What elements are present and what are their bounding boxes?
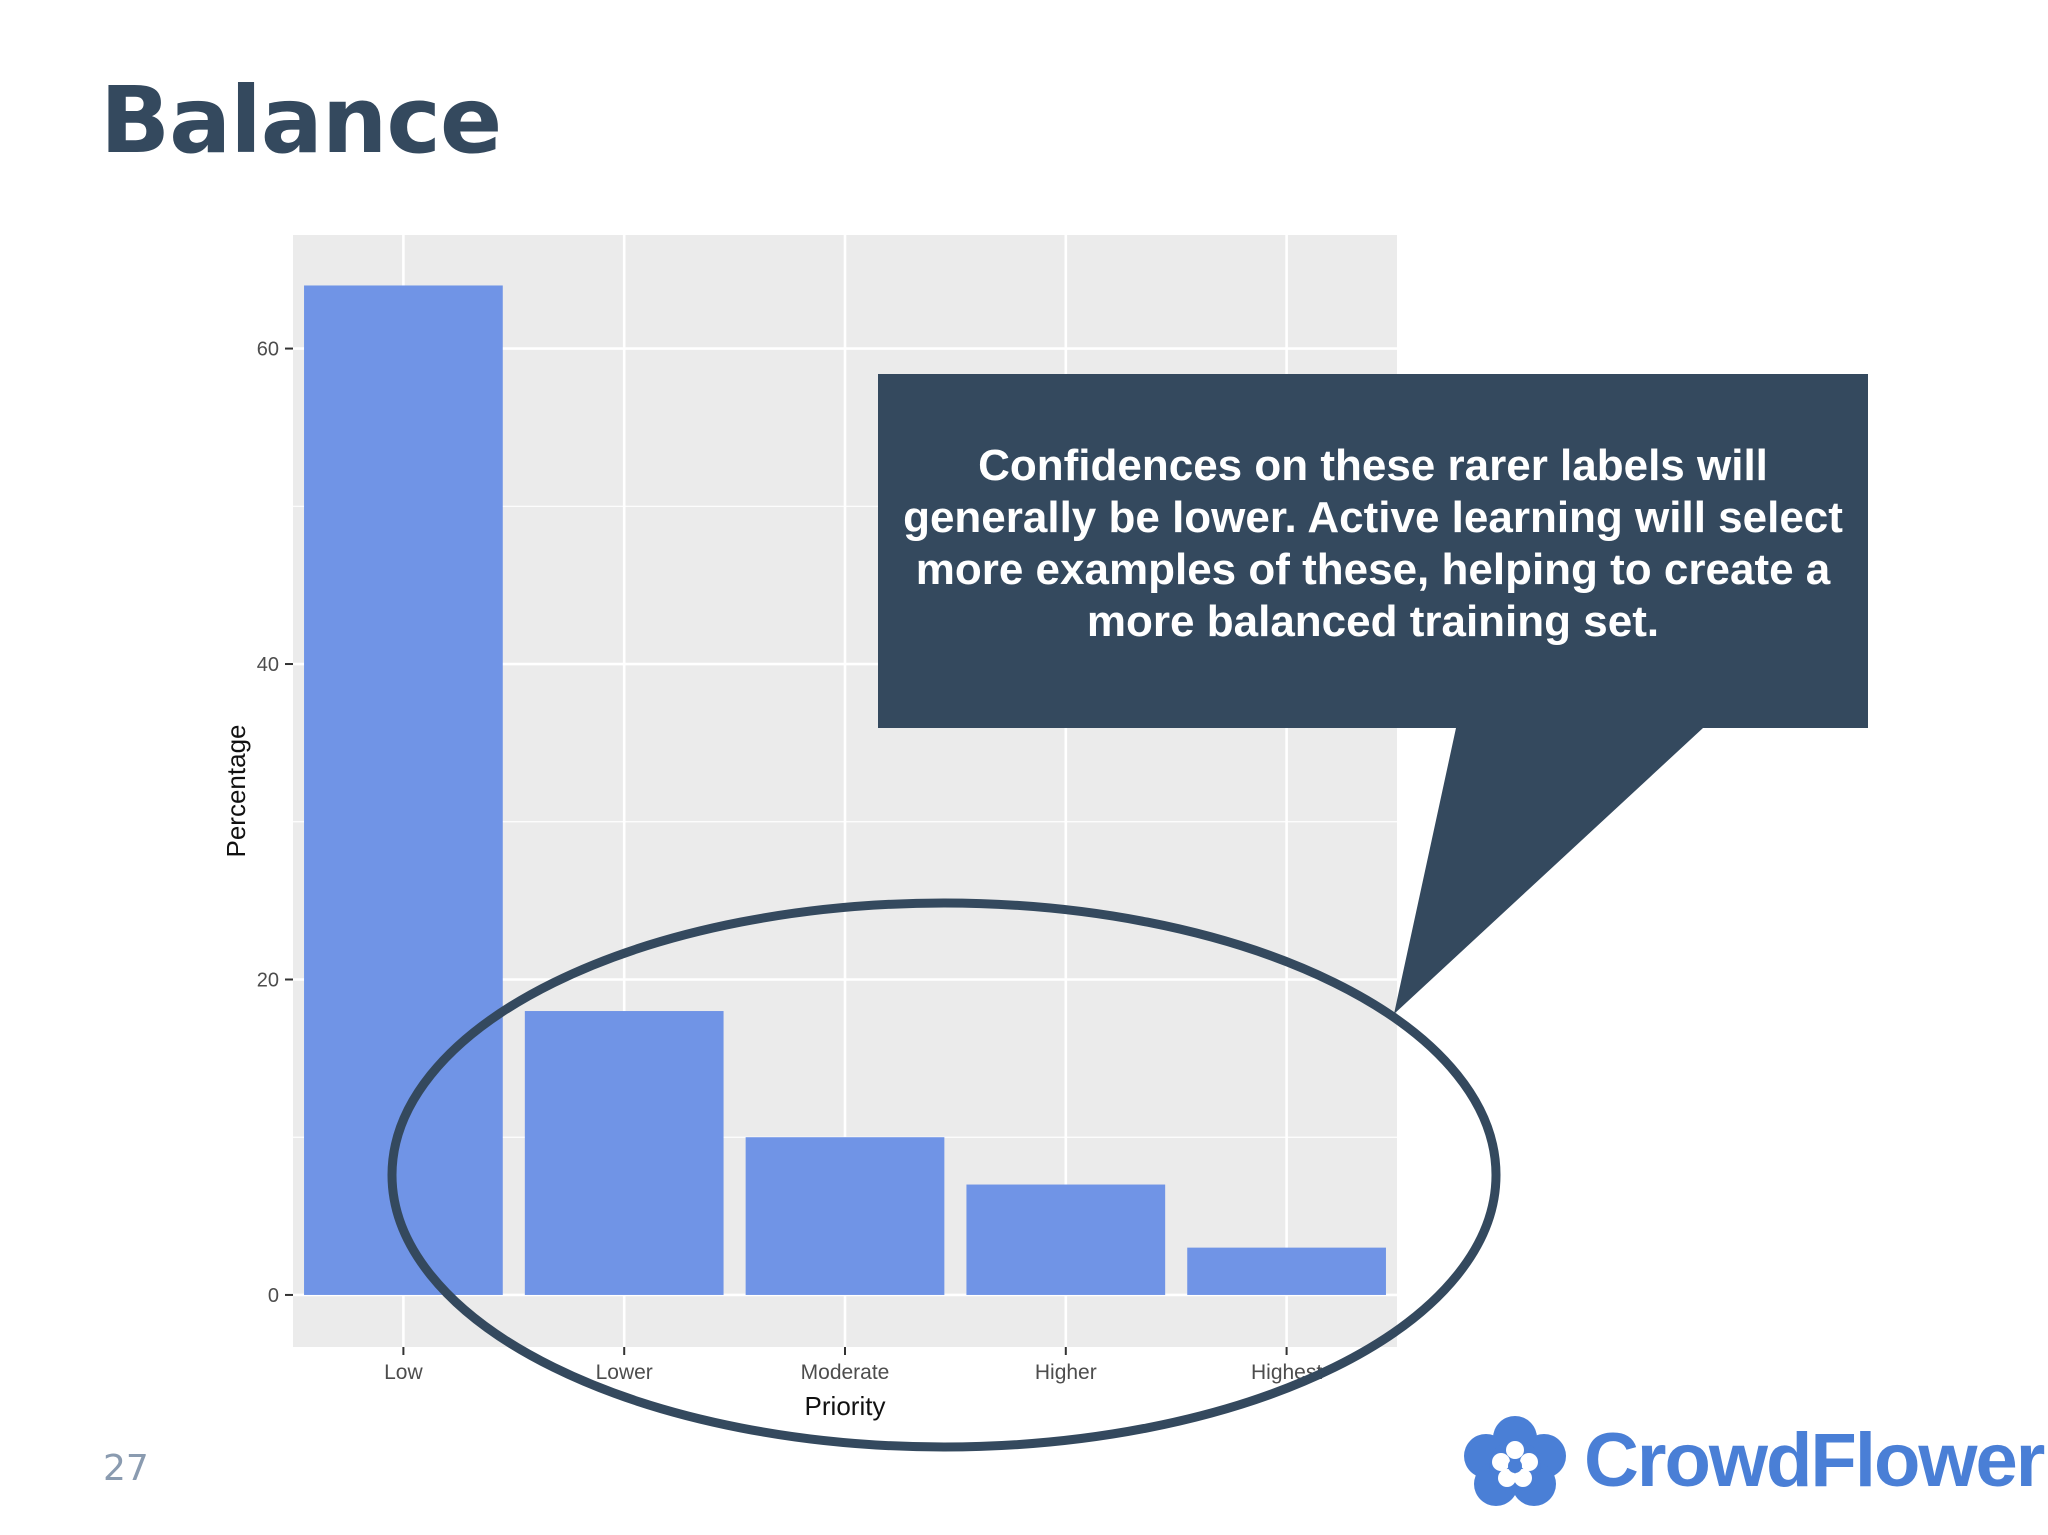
bar-low [304, 285, 503, 1295]
y-tick-label: 40 [257, 654, 279, 676]
y-tick-label: 20 [257, 969, 279, 991]
y-tick-label: 60 [257, 339, 279, 361]
bar-lower [524, 1011, 724, 1295]
x-axis-title: Priority [805, 1391, 886, 1421]
x-tick-label: Moderate [801, 1361, 890, 1384]
highlight-ellipse [387, 898, 1501, 1452]
logo-text: CrowdFlower [1584, 1417, 2045, 1503]
bars [304, 285, 1386, 1295]
bar-higher [966, 1184, 1166, 1295]
slide-title: Balance [100, 67, 502, 174]
x-tick-label: Higher [1035, 1361, 1097, 1384]
y-axis-title: Percentage [221, 725, 251, 858]
callout-box [878, 374, 1868, 1014]
callout-text: Confidences on these rarer labels will g… [903, 441, 1843, 646]
crowdflower-logo: CrowdFlower [1456, 1410, 2045, 1510]
bar-moderate [745, 1137, 945, 1295]
bar-highest [1187, 1247, 1386, 1295]
y-tick-label: 0 [268, 1285, 279, 1307]
page-number: 27 [103, 1448, 149, 1489]
x-tick-label: Low [384, 1361, 423, 1384]
flower-cloud-icon [1464, 1416, 1566, 1506]
x-tick-label: Lower [596, 1361, 653, 1384]
